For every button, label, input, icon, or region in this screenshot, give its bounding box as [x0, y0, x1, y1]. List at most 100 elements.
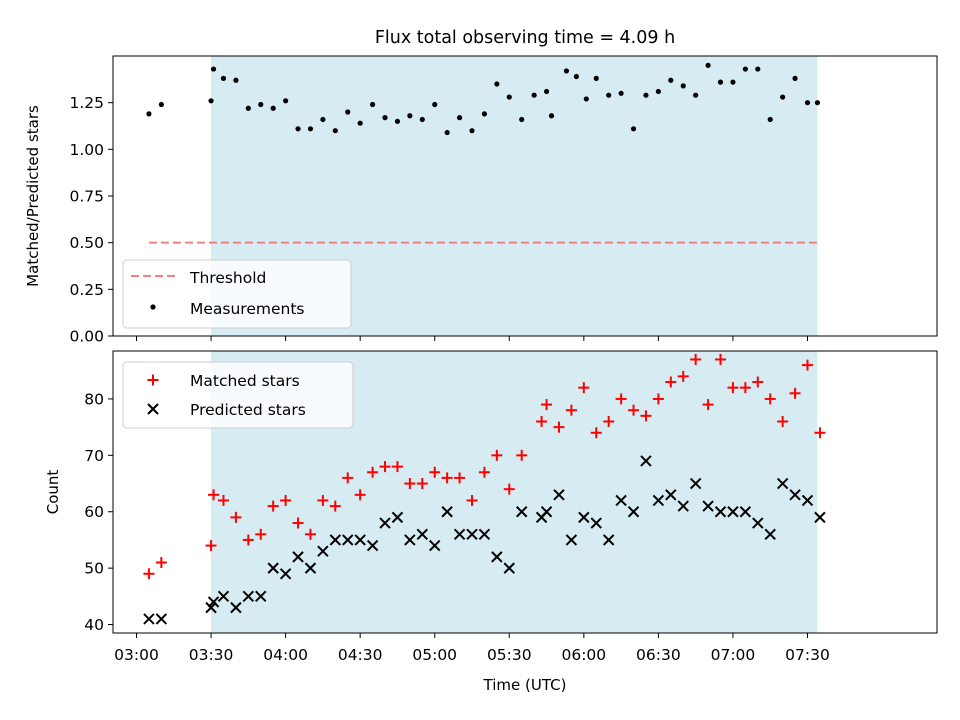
matched-point [379, 461, 391, 473]
measurement-point [717, 79, 724, 85]
measurement-point [210, 66, 217, 72]
cross-stroke-b [317, 545, 329, 557]
matched-point [208, 489, 220, 501]
measurement-point [680, 83, 686, 89]
matched-point [553, 421, 565, 433]
predicted-point [602, 534, 615, 546]
cross-stroke-b [255, 590, 267, 603]
matched-point [677, 370, 689, 382]
measurement-point [320, 116, 326, 123]
predicted-point [267, 562, 279, 574]
measurement-point [233, 77, 239, 83]
measurement-point [543, 88, 550, 95]
measurement-point [792, 75, 798, 81]
predicted-point [565, 534, 578, 546]
predicted-point [155, 613, 168, 625]
predicted-point [379, 517, 391, 529]
predicted-point [207, 596, 220, 608]
matched-point [205, 540, 217, 552]
measurement-point [382, 115, 388, 121]
cross-stroke-b [553, 489, 565, 501]
bottom-axes-frame [112, 350, 938, 634]
cross-stroke-b [652, 494, 665, 507]
measurement-point [220, 75, 227, 81]
predicted-point [329, 534, 342, 546]
matched-point [665, 376, 677, 388]
top-y-tick-label: 0.75 [69, 188, 104, 206]
predicted-point [727, 506, 739, 518]
matched-point [739, 382, 751, 394]
measurement-point [369, 101, 376, 108]
matched-point [441, 472, 453, 484]
legend-matched-swatch [147, 374, 159, 386]
cross-stroke-b [207, 596, 220, 608]
cross-stroke-b [429, 539, 441, 552]
legend-plus-marker [147, 374, 159, 386]
cross-stroke-b [789, 489, 801, 501]
cross-stroke-b [565, 534, 578, 546]
matched-point [255, 528, 267, 540]
cross-stroke-b [515, 506, 528, 518]
cross-stroke-b [615, 494, 627, 507]
cross-stroke-b [292, 551, 304, 563]
matched-point [603, 416, 615, 427]
matched-point [217, 494, 229, 506]
matched-point [578, 382, 590, 394]
cross-stroke-b [503, 562, 515, 574]
measurement-point [245, 105, 251, 111]
matched-point [342, 472, 354, 484]
x-tick-label: 03:30 [189, 646, 234, 664]
matched-point [367, 466, 379, 478]
cross-stroke-b [776, 477, 789, 490]
measurement-point [506, 94, 512, 100]
matched-point [565, 404, 577, 416]
measurement-point [755, 66, 761, 72]
predicted-point [764, 528, 776, 541]
measurement-point [494, 81, 500, 87]
cross-stroke-b [416, 528, 429, 541]
matched-point [789, 387, 801, 399]
predicted-point [391, 511, 404, 524]
bottom-y-tick-label: 40 [84, 616, 104, 634]
measurement-point [332, 128, 338, 134]
predicted-point [689, 477, 702, 490]
cross-stroke-b [727, 506, 739, 518]
bottom-legend-box [122, 361, 354, 429]
cross-stroke-b [764, 528, 776, 541]
measurement-point [345, 109, 351, 115]
predicted-point [143, 613, 155, 625]
predicted-point [776, 477, 789, 490]
predicted-point [503, 562, 515, 574]
matched-point [354, 489, 366, 501]
cross-stroke-b [147, 403, 159, 415]
predicted-point [652, 494, 665, 507]
matched-point [652, 393, 664, 405]
cross-stroke-b [540, 506, 553, 518]
cross-stroke-b [814, 511, 826, 524]
matched-point [702, 399, 714, 411]
matched-point [292, 517, 304, 529]
predicted-point [553, 489, 565, 501]
top-points [146, 62, 821, 136]
top-y-tick-label: 0.00 [69, 328, 104, 346]
predicted-point [217, 590, 230, 603]
measurement-point [519, 116, 525, 123]
cross-stroke-b [329, 534, 342, 546]
matched-point [802, 359, 813, 371]
bottom-y-axis-label: Count [44, 470, 62, 515]
matched-point [491, 449, 503, 461]
x-tick-label: 05:30 [487, 646, 532, 664]
bottom-y-tick-label: 50 [84, 560, 104, 578]
predicted-point [279, 568, 292, 580]
cross-stroke-b [143, 613, 155, 625]
cross-stroke-b [665, 489, 677, 501]
matched-point [143, 568, 155, 580]
measurement-point [606, 92, 612, 98]
cross-stroke-b [590, 517, 602, 529]
legend-matched-label: Matched stars [190, 372, 300, 390]
measurement-point [270, 105, 276, 111]
cross-stroke-b [702, 500, 714, 512]
cross-stroke-b [279, 568, 292, 580]
cross-stroke-b [205, 601, 217, 614]
measurement-point [780, 94, 786, 100]
